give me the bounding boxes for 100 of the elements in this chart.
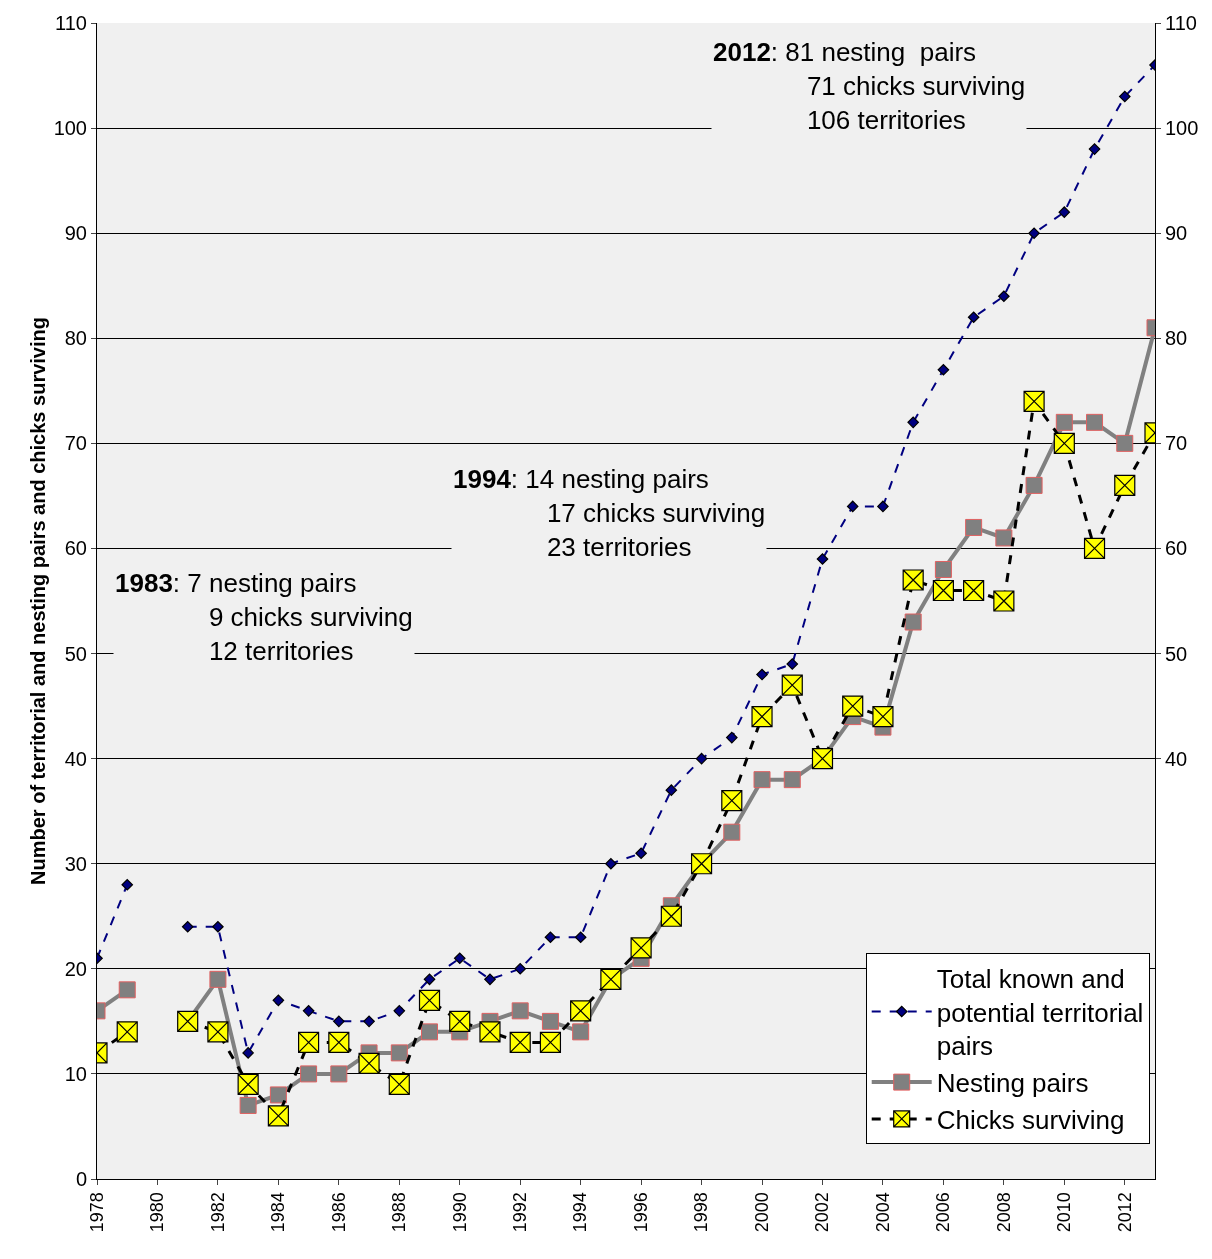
annotation: 2012: 81 nesting pairs 71 chicks surviving 106 territories xyxy=(713,37,1026,135)
x-tick-label: 1978 xyxy=(86,1192,107,1233)
y-tick-label: 20 xyxy=(64,957,87,980)
point xyxy=(937,364,950,376)
point xyxy=(539,1031,562,1053)
point xyxy=(1028,227,1040,239)
legend-label: Nesting pairs xyxy=(936,1068,1089,1099)
point xyxy=(333,1015,345,1028)
point xyxy=(330,1065,348,1083)
y-tick-label: 100 xyxy=(53,117,87,140)
y-tick-label: 110 xyxy=(55,12,87,34)
y2-tick-label: 70 xyxy=(1165,432,1188,455)
point xyxy=(965,518,983,536)
point xyxy=(207,1021,229,1043)
y2-tick-label: 40 xyxy=(1165,747,1188,770)
y-tick-label: 90 xyxy=(64,222,87,245)
point xyxy=(1025,476,1043,494)
point xyxy=(907,416,919,429)
annotation: 1994: 14 nesting pairs 17 chicks surviving 23 territories xyxy=(453,464,766,562)
point xyxy=(963,579,985,602)
point xyxy=(995,529,1013,547)
point xyxy=(783,771,801,789)
y-tick-label: 10 xyxy=(64,1062,87,1085)
x-tick-label: 2002 xyxy=(812,1192,833,1233)
point xyxy=(390,1044,408,1062)
point xyxy=(1114,474,1136,496)
point xyxy=(786,658,799,670)
point xyxy=(1023,390,1045,412)
point xyxy=(509,1031,531,1053)
point xyxy=(570,1000,592,1022)
point xyxy=(116,1021,138,1043)
x-tick-label: 2006 xyxy=(933,1192,954,1233)
y-tick-label: 30 xyxy=(64,852,87,875)
x-tick-label: 1994 xyxy=(570,1192,591,1233)
point xyxy=(635,847,647,860)
point xyxy=(846,500,859,513)
point xyxy=(872,706,894,728)
point xyxy=(418,989,441,1011)
y2-tick-label: 50 xyxy=(1165,642,1188,665)
point xyxy=(298,1031,320,1053)
point xyxy=(269,1086,287,1104)
point xyxy=(781,674,803,696)
point xyxy=(1116,434,1134,452)
x-tick-label: 1990 xyxy=(449,1192,470,1233)
y-tick-label: 40 xyxy=(64,747,87,770)
point xyxy=(514,963,526,975)
point xyxy=(421,1023,439,1041)
point xyxy=(302,1005,315,1017)
point xyxy=(1083,537,1106,560)
point xyxy=(541,1012,559,1030)
y2-tick-label: 80 xyxy=(1165,327,1188,350)
point xyxy=(816,553,829,565)
point xyxy=(630,937,652,959)
y-tick-label: 70 xyxy=(64,432,87,455)
point xyxy=(328,1031,350,1053)
x-tick-label: 1980 xyxy=(147,1192,168,1233)
x-tick-label: 2012 xyxy=(1114,1192,1135,1233)
x-tick-label: 2000 xyxy=(751,1192,772,1233)
x-tick-label: 2010 xyxy=(1054,1192,1075,1233)
point xyxy=(665,784,678,796)
y-tick-label: 50 xyxy=(64,642,87,665)
point xyxy=(998,290,1010,303)
y2-tick-label: 110 xyxy=(1165,12,1197,34)
point xyxy=(756,668,768,681)
point xyxy=(723,823,741,841)
point xyxy=(904,613,922,631)
point xyxy=(484,973,496,986)
point xyxy=(842,695,864,717)
x-tick-label: 2008 xyxy=(993,1192,1014,1233)
point xyxy=(1055,413,1073,431)
point xyxy=(363,1015,375,1028)
point xyxy=(209,970,227,988)
point xyxy=(902,569,924,591)
point xyxy=(388,1073,410,1096)
point xyxy=(605,857,617,870)
point xyxy=(574,931,587,944)
x-tick-label: 1988 xyxy=(389,1192,410,1233)
y-tick-label: 60 xyxy=(64,537,87,560)
legend-label: Total known and potential territorial pairs xyxy=(936,963,1144,1062)
x-tick-label: 1992 xyxy=(510,1192,531,1233)
legend-label: Chicks surviving xyxy=(936,1105,1125,1136)
annotation: 1983: 7 nesting pairs 9 chicks surviving 12 territories xyxy=(115,568,413,666)
point xyxy=(511,1002,529,1020)
point xyxy=(479,1021,501,1043)
y2-tick-label: 60 xyxy=(1165,537,1188,560)
x-tick-label: 1984 xyxy=(268,1192,289,1233)
y-tick-label: 0 xyxy=(75,1168,87,1190)
point xyxy=(181,920,194,933)
point xyxy=(1088,143,1101,155)
point xyxy=(423,973,436,986)
point xyxy=(1058,206,1071,218)
x-tick-label: 1998 xyxy=(691,1192,712,1233)
point xyxy=(660,905,682,927)
point xyxy=(358,1052,380,1074)
point xyxy=(1118,90,1131,103)
x-tick-label: 1996 xyxy=(630,1192,651,1233)
point xyxy=(242,1047,254,1059)
x-tick-label: 2004 xyxy=(872,1192,893,1233)
point xyxy=(721,790,743,812)
point xyxy=(877,500,889,513)
